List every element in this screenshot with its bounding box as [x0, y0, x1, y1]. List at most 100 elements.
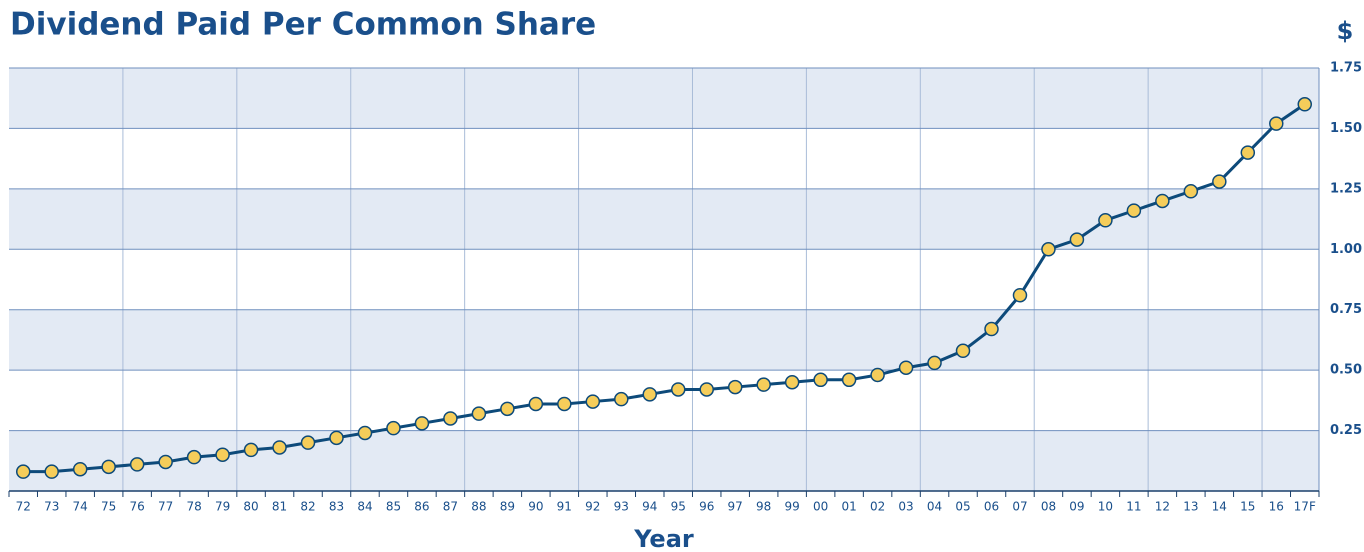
data-point — [1098, 213, 1113, 228]
data-point — [186, 449, 202, 465]
grid-band — [9, 309, 1319, 371]
x-tick-label: 78 — [186, 500, 201, 514]
x-tick-label: 01 — [841, 500, 856, 514]
y-tick-label: 1.00 — [1330, 242, 1362, 257]
x-tick-label: 89 — [500, 500, 515, 514]
data-point — [927, 355, 942, 371]
x-tick-label: 15 — [1240, 500, 1255, 514]
data-point — [357, 425, 373, 441]
data-line — [23, 103, 1306, 474]
x-tick-label: 86 — [414, 500, 429, 514]
y-tick-label: 1.75 — [1330, 61, 1362, 76]
data-point — [727, 379, 743, 395]
y-tick-label: 0.25 — [1330, 423, 1362, 438]
x-tick-label: 16 — [1269, 500, 1284, 514]
x-tick-label: 05 — [955, 500, 970, 514]
x-tick-label: 84 — [357, 500, 372, 514]
chart-title: Dividend Paid Per Common Share — [10, 7, 596, 43]
grid-band — [9, 188, 1319, 250]
x-tick-label: 85 — [386, 500, 401, 514]
x-tick-label: 97 — [728, 500, 743, 514]
x-axis-label: Year — [633, 525, 694, 552]
data-point — [215, 447, 230, 462]
x-tick-label: 90 — [528, 500, 543, 514]
x-tick-label: 13 — [1183, 500, 1198, 514]
data-point — [1212, 174, 1227, 189]
y-tick-label: 0.50 — [1330, 363, 1362, 378]
data-point — [813, 372, 828, 388]
x-tick-label: 07 — [1012, 500, 1027, 514]
x-tick-label: 98 — [756, 500, 771, 514]
x-tick-label: 83 — [329, 500, 344, 514]
y-tick-label: 1.50 — [1330, 121, 1362, 136]
data-point — [756, 377, 771, 392]
x-tick-label: 80 — [243, 500, 258, 514]
x-tick-label: 99 — [785, 500, 800, 514]
x-tick-label: 91 — [557, 500, 572, 514]
x-tick-label: 88 — [471, 500, 486, 514]
data-point — [15, 464, 31, 479]
data-point — [1183, 184, 1199, 199]
data-point — [386, 420, 401, 436]
x-tick-label: 14 — [1212, 500, 1227, 514]
x-tick-label: 81 — [272, 500, 287, 514]
x-tick-label: 02 — [870, 500, 885, 514]
x-tick-label: 92 — [585, 500, 600, 514]
x-tick-label: 06 — [984, 500, 999, 514]
data-point — [272, 440, 287, 455]
x-tick-label: 17F — [1294, 500, 1316, 514]
x-tick-label: 10 — [1098, 500, 1113, 514]
data-point — [1240, 145, 1256, 160]
data-point — [300, 435, 316, 450]
data-point — [870, 367, 885, 383]
data-point — [1041, 242, 1056, 257]
data-point — [784, 374, 800, 390]
data-point — [898, 360, 914, 375]
data-point — [1297, 97, 1313, 112]
data-point — [44, 464, 59, 479]
x-tick-label: 04 — [927, 500, 942, 514]
data-point — [500, 401, 515, 417]
data-point — [101, 459, 116, 475]
x-tick-label: 73 — [44, 500, 59, 514]
x-tick-label: 93 — [614, 500, 629, 514]
data-point — [984, 321, 999, 337]
x-tick-label: 03 — [898, 500, 913, 514]
data-point — [1069, 232, 1085, 247]
data-point — [129, 457, 145, 472]
x-tick-label: 94 — [642, 500, 657, 514]
grid-band — [9, 430, 1319, 491]
x-tick-label: 12 — [1155, 500, 1170, 514]
data-point — [443, 411, 458, 426]
data-point — [557, 396, 572, 412]
data-point — [699, 382, 714, 397]
data-point — [1126, 203, 1142, 218]
x-tick-label: 77 — [158, 500, 173, 514]
x-tick-label: 74 — [73, 500, 88, 514]
grid-band — [9, 68, 1319, 129]
data-point — [329, 430, 344, 446]
data-point — [414, 416, 430, 431]
data-point — [841, 372, 857, 388]
data-point — [1012, 287, 1028, 303]
data-point — [471, 406, 487, 421]
x-tick-label: 08 — [1041, 500, 1056, 514]
x-tick-label: 75 — [101, 500, 116, 514]
data-point — [955, 343, 971, 359]
x-tick-label: 11 — [1126, 500, 1141, 514]
x-tick-label: 76 — [130, 500, 145, 514]
y-tick-label: 0.75 — [1330, 302, 1362, 317]
y-tick-label: 1.25 — [1330, 181, 1362, 196]
data-point — [585, 394, 601, 409]
data-point — [243, 442, 259, 458]
data-point — [1155, 193, 1170, 209]
data-point — [72, 461, 88, 477]
data-point — [614, 391, 629, 407]
y-axis-label: $ — [1337, 17, 1354, 45]
x-tick-label: 09 — [1069, 500, 1084, 514]
x-tick-label: 82 — [300, 500, 315, 514]
data-point — [642, 387, 658, 402]
data-point — [670, 382, 686, 397]
data-point — [1269, 116, 1284, 131]
